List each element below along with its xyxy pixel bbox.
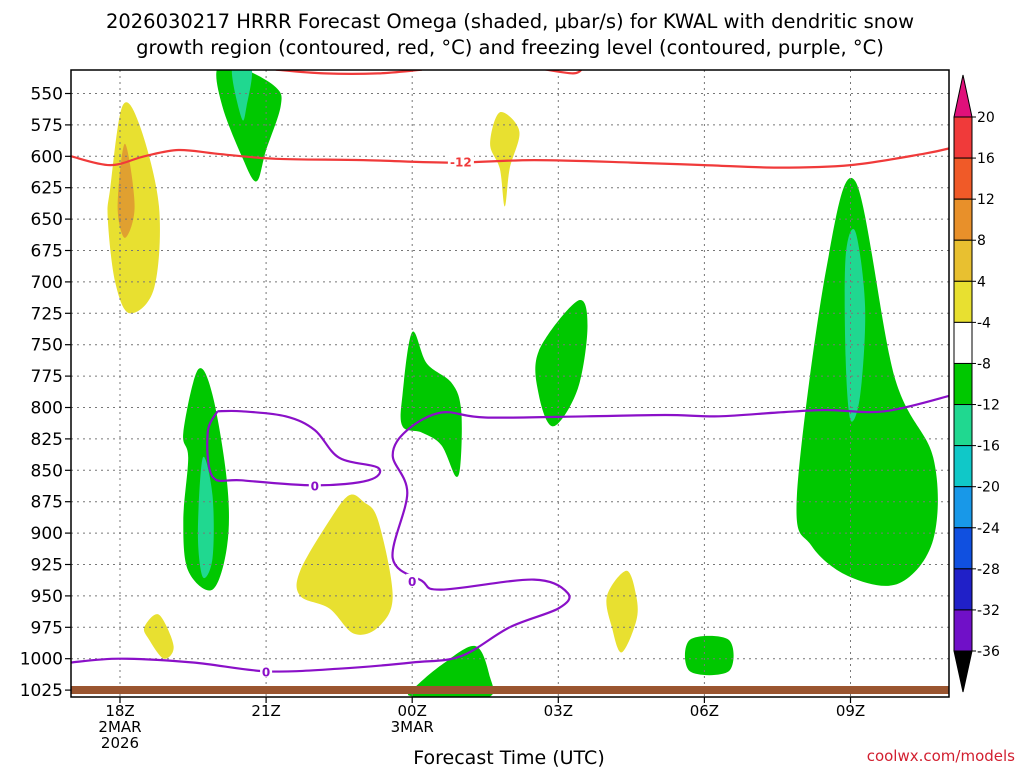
y-tick-label: 875 bbox=[31, 493, 63, 513]
colorbar-segment bbox=[953, 198, 973, 241]
x-tick-label: 00Z bbox=[398, 702, 427, 720]
freezing-label-bg bbox=[406, 573, 419, 587]
colorbar-tick-label: 20 bbox=[977, 110, 995, 126]
colorbar-tick-label: 12 bbox=[977, 192, 995, 208]
colorbar-tick-label: -12 bbox=[977, 398, 1000, 414]
x-tick-label: 21Z bbox=[251, 702, 280, 720]
y-tick-label: 650 bbox=[31, 210, 63, 230]
colorbar-tick-label: 4 bbox=[977, 274, 986, 290]
colorbar-tick-label: -28 bbox=[977, 562, 1000, 578]
grid-lines bbox=[71, 70, 949, 697]
colorbar-tick-label: -20 bbox=[977, 480, 1000, 496]
y-tick-label: 850 bbox=[31, 461, 63, 481]
dgz-label-bg bbox=[447, 153, 474, 169]
omega-region-14 bbox=[796, 177, 938, 586]
colorbar-tick-label: 8 bbox=[977, 233, 986, 249]
y-tick-label: 600 bbox=[31, 147, 63, 167]
freezing-label-bg bbox=[260, 664, 273, 678]
colorbar-tick-label: -16 bbox=[977, 439, 1000, 455]
contour-layer: -12 0 0 0 bbox=[71, 70, 949, 679]
y-tick-label: 975 bbox=[31, 618, 63, 638]
colorbar-segment bbox=[953, 280, 973, 323]
chart-title-line1: 2026030217 HRRR Forecast Omega (shaded, … bbox=[106, 10, 914, 33]
colorbar-segment bbox=[953, 321, 973, 364]
y-tick-label: 950 bbox=[31, 587, 63, 607]
y-tick-label: 750 bbox=[31, 336, 63, 356]
x-tick-label: 2MAR bbox=[98, 718, 141, 736]
credit-text: coolwx.com/models bbox=[867, 747, 1015, 765]
dgz-contour-label: -12 bbox=[450, 155, 472, 169]
y-tick-label: 575 bbox=[31, 116, 63, 136]
colorbar-tick-label: -36 bbox=[977, 644, 1000, 660]
omega-shading-layer bbox=[107, 70, 938, 697]
x-tick-label: 18Z bbox=[105, 702, 134, 720]
x-tick-label: 3MAR bbox=[391, 718, 434, 736]
x-axis-label: Forecast Time (UTC) bbox=[413, 747, 604, 768]
colorbar-segment bbox=[953, 239, 973, 282]
y-tick-label: 775 bbox=[31, 367, 63, 387]
x-tick-label: 09Z bbox=[836, 702, 865, 720]
dgz-contour-top-segment bbox=[275, 70, 423, 75]
colorbar-tick-label: 16 bbox=[977, 151, 995, 167]
x-tick-label: 03Z bbox=[544, 702, 573, 720]
freezing-level-contour-1 bbox=[206, 409, 382, 487]
colorbar-segment bbox=[953, 609, 973, 652]
freezing-level-label: 0 bbox=[408, 575, 416, 589]
freezing-level-contour-0 bbox=[71, 394, 949, 673]
colorbar-segment bbox=[953, 157, 973, 200]
dgz-contour-top-segment bbox=[541, 70, 583, 75]
colorbar-tick-label: -8 bbox=[977, 356, 991, 372]
x-tick-label: 2026 bbox=[101, 734, 139, 752]
omega-region-13 bbox=[684, 635, 734, 676]
y-tick-label: 900 bbox=[31, 524, 63, 544]
omega-region-3 bbox=[231, 70, 253, 121]
x-tick-label: 06Z bbox=[690, 702, 719, 720]
omega-region-7 bbox=[197, 456, 214, 579]
y-tick-label: 925 bbox=[31, 556, 63, 576]
colorbar-tick-label: -32 bbox=[977, 603, 1000, 619]
colorbar-tick-label: -24 bbox=[977, 521, 1000, 537]
omega-region-4 bbox=[490, 112, 520, 207]
freezing-level-label: 0 bbox=[262, 665, 270, 679]
y-tick-label: 1000 bbox=[20, 650, 63, 670]
omega-region-12 bbox=[606, 570, 638, 653]
y-axis: 550 575 600 625 650 675 700 725 750 775 800 825 850 8… bbox=[20, 85, 71, 701]
colorbar-segment bbox=[953, 116, 973, 159]
omega-region-10 bbox=[143, 614, 174, 659]
y-tick-label: 675 bbox=[31, 242, 63, 262]
omega-region-8 bbox=[400, 331, 462, 477]
colorbar-segment bbox=[953, 568, 973, 611]
y-tick-label: 725 bbox=[31, 304, 63, 324]
omega-region-1 bbox=[117, 143, 135, 238]
colorbar-bottom-arrow bbox=[953, 650, 973, 693]
plot-background bbox=[71, 70, 949, 697]
y-tick-label: 700 bbox=[31, 273, 63, 293]
omega-region-11 bbox=[407, 646, 494, 697]
colorbar-segment bbox=[953, 404, 973, 447]
terrain-surface-band bbox=[71, 686, 949, 694]
omega-region-15 bbox=[844, 229, 866, 422]
y-tick-label: 800 bbox=[31, 399, 63, 419]
colorbar-segment bbox=[953, 527, 973, 570]
y-tick-label: 1025 bbox=[20, 681, 63, 701]
colorbar-tick-label: -4 bbox=[977, 315, 991, 331]
colorbar-segment bbox=[953, 362, 973, 406]
y-tick-label: 825 bbox=[31, 430, 63, 450]
freezing-level-label: 0 bbox=[311, 479, 319, 493]
y-tick-label: 625 bbox=[31, 179, 63, 199]
colorbar-top-arrow bbox=[953, 74, 973, 118]
omega-region-5 bbox=[535, 299, 588, 427]
plot-frame bbox=[70, 69, 950, 698]
freezing-label-bg bbox=[308, 478, 321, 492]
chart-title-line2: growth region (contoured, red, °C) and f… bbox=[136, 36, 884, 59]
colorbar-segment bbox=[953, 486, 973, 529]
colorbar: 20 16 12 8 4 -4 -8 -12 -16 -20 -24 -28 -32 -36 bbox=[953, 74, 1000, 693]
colorbar-segment bbox=[953, 445, 973, 488]
omega-region-9 bbox=[296, 494, 393, 635]
y-tick-label: 550 bbox=[31, 85, 63, 105]
omega-region-2 bbox=[216, 70, 282, 182]
